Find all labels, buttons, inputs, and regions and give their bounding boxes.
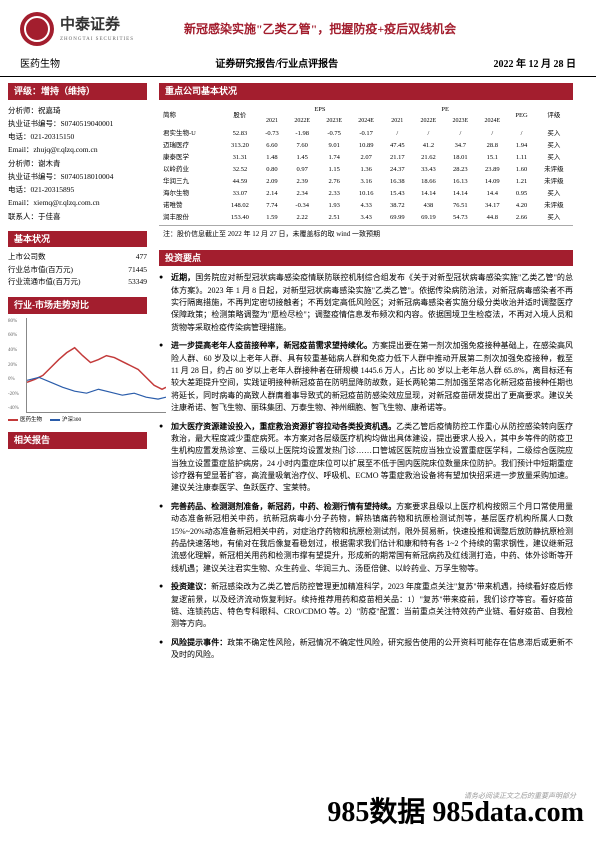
analyst-line: 执业证书编号：S0740518010004 [8,170,147,183]
invest-bullet: 风险提示事件：政策不确定性风险，新冠情况不确定性风险，研究报告使用的公开资料可能… [159,637,573,662]
analyst-line: 电话：021-20315150 [8,130,147,143]
sector-label: 医药生物 [20,58,60,72]
analyst-line: 执业证书编号：S0740519040001 [8,117,147,130]
investment-points: 近期，国务院应对新型冠状病毒感染疫情联防联控机制综合组发布《关于对新型冠状病毒感… [159,272,573,661]
table-body: 君实生物-U52.83-0.73-1.98-0.75-0.17/////买入迈瑞… [159,127,573,224]
stat-row: 上市公司数477 [8,251,147,264]
right-column: 重点公司基本状况 简称股价EPSPEPEG评级 20212022E2023E20… [155,77,585,674]
invest-bullet: 投资建议：新冠感染改为乙类乙管后防控管理更加精准科学，2023 年度重点关注"复… [159,581,573,631]
rating-title: 评级：增持（维持） [8,83,147,100]
chart-legend: 医药生物沪深300 [8,417,147,425]
index-line [27,377,166,399]
watermark: 985数据 985data.com [327,793,584,832]
invest-title: 投资要点 [159,250,573,267]
table-row: 诺唯赞148.027.74-0.341.934.3338.7243876.513… [159,200,573,212]
table-row: 海尔生物33.072.142.342.3310.1615.4314.1414.1… [159,188,573,200]
brand-name: 中泰证券 [60,15,134,36]
analyst-line: Email：xiemq@r.qlzq.com.cn [8,196,147,209]
report-date: 2022 年 12 月 28 日 [494,58,577,72]
brand-logo: 中泰证券 ZHONGTAI SECURITIES [20,12,134,46]
invest-bullet: 近期，国务院应对新型冠状病毒感染疫情联防联控机制综合组发布《关于对新型冠状病毒感… [159,272,573,334]
report-tagline: 新冠感染实施"乙类乙管"，把握防疫+疫后双线机会 [184,21,456,38]
table-note: 注：股价信息截止至 2022 年 12 月 27 日，未覆盖标的取 wind 一… [159,228,573,242]
brand-sub: ZHONGTAI SECURITIES [60,36,134,43]
left-column: 评级：增持（维持） 分析师：祝嘉琦执业证书编号：S0740519040001电话… [0,77,155,674]
company-table-title: 重点公司基本状况 [159,83,573,100]
table-head-1: 简称股价EPSPEPEG评级 [159,104,573,116]
page-header: 中泰证券 ZHONGTAI SECURITIES 新冠感染实施"乙类乙管"，把握… [0,0,596,54]
invest-bullet: 进一步提高老年人疫苗接种率，新冠疫苗需求望持续化。方案提出要在第一剂次加强免疫接… [159,340,573,414]
analyst-info: 分析师：祝嘉琦执业证书编号：S0740519040001电话：021-20315… [8,104,147,223]
stat-row: 行业总市值(百万元)71445 [8,264,147,277]
invest-bullet: 加大医疗资源建设投入，重症救治资源扩容拉动各类投资机遇。乙类乙管后疫情防控工作重… [159,421,573,495]
chart-title: 行业-市场走势对比 [8,297,147,314]
table-row: 华润三九44.592.092.392.763.1616.3818.6616.13… [159,175,573,187]
stat-row: 行业流通市值(百万元)53349 [8,276,147,289]
basic-title: 基本状况 [8,231,147,248]
table-row: 君实生物-U52.83-0.73-1.98-0.75-0.17/////买入 [159,127,573,139]
chart-y-axis: 80%60%40%20%0%-20%-40% [8,318,19,413]
table-row: 以岭药业32.520.800.971.151.3624.3733.4328.23… [159,163,573,175]
analyst-line: 分析师：祝嘉琦 [8,104,147,117]
analyst-line: 电话：021-20315895 [8,183,147,196]
invest-bullet: 完善药品、检测测剂准备，新冠药，中药、检测行情有望持续。方案要求县级以上医疗机构… [159,501,573,575]
basic-stats: 上市公司数477行业总市值(百万元)71445行业流通市值(百万元)53349 [8,251,147,289]
sector-line [27,347,166,389]
table-row: 康泰医学31.311.481.451.742.0721.1721.6218.01… [159,151,573,163]
table-row: 润丰股份153.401.592.222.513.4369.9969.1954.7… [159,212,573,224]
trend-chart [26,318,166,413]
related-title: 相关报告 [8,432,147,449]
table-row: 迈瑞医疗313.206.607.609.0110.8947.4541.234.7… [159,139,573,151]
analyst-line: Email：zhujq@r.qlzq.com.cn [8,143,147,156]
logo-mark [20,12,54,46]
doc-type: 证券研究报告/行业点评报告 [215,58,338,72]
sub-header: 医药生物 证券研究报告/行业点评报告 2022 年 12 月 28 日 [0,54,596,77]
analyst-line: 联系人：于佳喜 [8,210,147,223]
analyst-line: 分析师：谢木青 [8,157,147,170]
company-table: 简称股价EPSPEPEG评级 20212022E2023E2024E202120… [159,104,573,224]
